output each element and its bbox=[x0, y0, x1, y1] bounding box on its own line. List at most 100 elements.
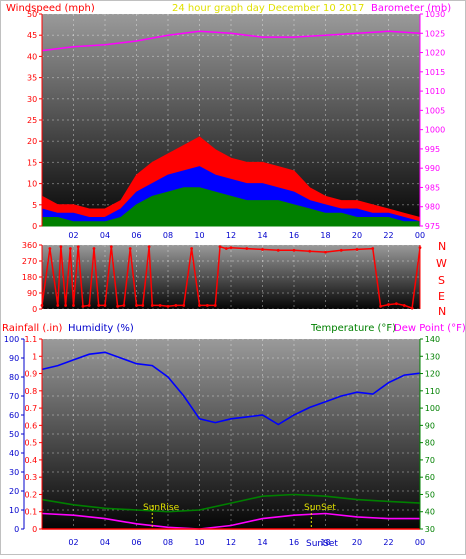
x-tick-label: 16 bbox=[289, 538, 299, 547]
x-tick-label: 04 bbox=[100, 231, 110, 240]
x-tick-label: 18 bbox=[320, 231, 330, 240]
direction-point bbox=[190, 247, 194, 250]
direction-point bbox=[355, 248, 359, 251]
humidity-y-tick-label: 10 bbox=[9, 506, 19, 515]
humidity-y-tick-label: 40 bbox=[9, 449, 19, 458]
temperature-y-tick-label: 130 bbox=[425, 352, 440, 361]
direction-point bbox=[116, 304, 119, 308]
rain-y-tick-label: 0.3 bbox=[24, 473, 37, 482]
direction-point bbox=[81, 304, 85, 308]
temperature-y-tick-label: 70 bbox=[425, 456, 435, 465]
wind-y-tick-label: 40 bbox=[27, 52, 37, 61]
direction-y-tick-label: 270 bbox=[22, 257, 37, 266]
wind-y-tick-label: 50 bbox=[27, 10, 37, 19]
direction-y-tick-label: 180 bbox=[22, 273, 37, 282]
direction-point bbox=[224, 247, 228, 250]
humidity-y-tick-label: 50 bbox=[9, 430, 19, 439]
x-tick-label: 16 bbox=[289, 231, 299, 240]
direction-point bbox=[205, 304, 209, 307]
compass-letter-n-top: N bbox=[438, 240, 446, 253]
rain-y-tick-label: 0.9 bbox=[24, 370, 37, 379]
direction-plot-area bbox=[42, 245, 420, 309]
wind-y-tick-label: 0 bbox=[32, 222, 37, 231]
direction-point bbox=[68, 247, 72, 250]
x-tick-label: 14 bbox=[257, 231, 267, 240]
rain-y-tick-label: 0 bbox=[32, 525, 37, 534]
humidity-y-tick-label: 0 bbox=[14, 525, 19, 534]
x-tick-label: 20 bbox=[352, 538, 362, 547]
barometer-y-tick-label: 975 bbox=[425, 222, 440, 231]
x-tick-label: 08 bbox=[163, 231, 173, 240]
humidity-y-tick-label: 60 bbox=[9, 411, 19, 420]
wind-y-tick-label: 5 bbox=[32, 201, 37, 210]
series-humidity bbox=[41, 351, 421, 426]
x-tick-label: 04 bbox=[100, 538, 110, 547]
direction-point bbox=[56, 304, 60, 307]
direction-point bbox=[276, 248, 280, 252]
direction-point bbox=[410, 306, 414, 310]
graph-title: 24 hour graph day December 10 2017 bbox=[172, 3, 364, 14]
wind-y-tick-label: 35 bbox=[27, 74, 37, 83]
x-tick-label: 20 bbox=[352, 231, 362, 240]
rain-y-tick-label: 1.1 bbox=[24, 335, 37, 344]
barometer-y-tick-label: 1010 bbox=[425, 87, 445, 96]
x-tick-label: 12 bbox=[226, 538, 236, 547]
wind-y-tick-label: 30 bbox=[27, 95, 37, 104]
rain-y-tick-label: 1 bbox=[32, 352, 37, 361]
direction-point bbox=[128, 247, 132, 250]
x-tick-label: 10 bbox=[194, 538, 204, 547]
direction-point bbox=[147, 245, 151, 249]
direction-point bbox=[292, 248, 296, 252]
barometer-y-tick-label: 985 bbox=[425, 183, 440, 192]
x-tick-label: 00 bbox=[415, 538, 425, 547]
direction-point bbox=[379, 304, 383, 308]
direction-point bbox=[198, 304, 201, 307]
x-tick-label: 06 bbox=[131, 538, 141, 547]
wind-series-speed bbox=[41, 187, 421, 227]
humidity-axis-title: Humidity (%) bbox=[68, 323, 134, 334]
x-tick-label: 12 bbox=[226, 231, 236, 240]
x-tick-label: 02 bbox=[68, 538, 78, 547]
barometer-y-tick-label: 1000 bbox=[425, 126, 445, 135]
barometer-y-tick-label: 1005 bbox=[425, 106, 445, 115]
compass-letter-e: E bbox=[438, 290, 445, 303]
x-tick-label: 14 bbox=[257, 538, 267, 547]
direction-point bbox=[174, 304, 178, 307]
direction-point bbox=[122, 304, 126, 307]
compass-letter-s: S bbox=[438, 274, 445, 287]
direction-point bbox=[87, 304, 91, 307]
rain-y-tick-label: 0.5 bbox=[24, 439, 37, 448]
rain-y-tick-label: 0.7 bbox=[24, 404, 37, 413]
wind-y-tick-label: 20 bbox=[27, 137, 37, 146]
x-tick-label: 06 bbox=[131, 231, 141, 240]
direction-point bbox=[97, 304, 101, 307]
direction-point bbox=[308, 249, 312, 253]
x-tick-label: 02 bbox=[68, 231, 78, 240]
direction-point bbox=[109, 245, 113, 249]
rain-y-tick-label: 0.4 bbox=[24, 456, 37, 465]
x-tick-label: 00 bbox=[415, 231, 425, 240]
temperature-y-tick-label: 50 bbox=[425, 490, 435, 499]
compass-letter-n-bottom: N bbox=[438, 305, 446, 318]
barometer-y-tick-label: 1025 bbox=[425, 29, 445, 38]
direction-point bbox=[150, 304, 154, 307]
direction-point bbox=[402, 304, 406, 307]
temperature-y-tick-label: 80 bbox=[425, 439, 435, 448]
temperature-y-tick-label: 60 bbox=[425, 473, 435, 482]
humidity-y-tick-label: 70 bbox=[9, 392, 19, 401]
barometer-y-tick-label: 1020 bbox=[425, 49, 445, 58]
direction-point bbox=[92, 247, 96, 250]
humidity-y-tick-label: 30 bbox=[9, 468, 19, 477]
direction-point bbox=[229, 246, 233, 250]
wind-chart: 0510152025303540455097598098599099510001… bbox=[27, 10, 445, 240]
barometer-y-tick-label: 980 bbox=[425, 203, 440, 212]
wind-y-tick-label: 45 bbox=[27, 31, 37, 40]
x-tick-label: 22 bbox=[383, 538, 393, 547]
sunset-label: SunSet bbox=[304, 503, 336, 513]
wind-y-tick-label: 10 bbox=[27, 180, 37, 189]
x-tick-label: 08 bbox=[163, 538, 173, 547]
direction-point bbox=[218, 245, 222, 249]
dewpoint-axis-title: Dew Point (°F) bbox=[394, 323, 466, 334]
